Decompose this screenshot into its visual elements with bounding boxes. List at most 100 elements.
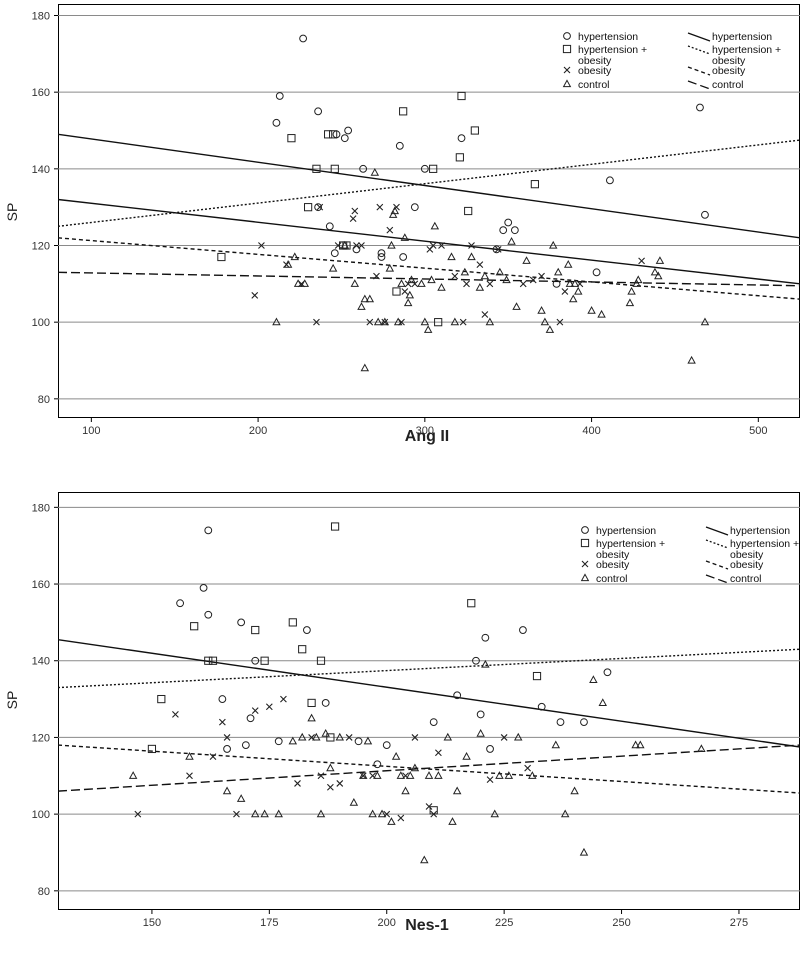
triangle-point <box>563 260 573 268</box>
legend-label-line: hypertension + <box>730 538 799 550</box>
square-point <box>287 134 296 143</box>
x-point <box>638 257 645 265</box>
triangle-point <box>405 771 415 779</box>
triangle-point <box>443 732 453 741</box>
x-axis-title-ang-ii: Ang II <box>404 428 450 445</box>
circle-point <box>410 203 419 212</box>
x-point <box>538 272 545 280</box>
y-tick-label: 160 <box>32 87 50 99</box>
square-point <box>251 625 260 635</box>
square-point <box>329 130 338 139</box>
triangle-point <box>393 317 403 326</box>
fit-line-hypertension-obesity <box>58 648 800 689</box>
triangle-point <box>528 771 537 779</box>
x-point <box>561 288 569 295</box>
fit-line-all <box>58 198 800 285</box>
x-tick-label: 200 <box>378 917 396 929</box>
triangle-point <box>430 221 440 230</box>
legend-marker-x <box>563 66 571 74</box>
circle-point <box>204 526 213 535</box>
triangle-point <box>260 809 269 818</box>
chart-2: 80 100 120 140 160 180 150 175 200 225 250 275 hyper… <box>32 502 800 929</box>
circle-point <box>344 126 353 135</box>
x-tick-label: 300 <box>416 425 434 437</box>
triangle-point <box>545 325 555 333</box>
fit-line-hypertension <box>58 638 800 748</box>
legend-marker-label: control <box>596 573 628 585</box>
legend-label-line: obesity <box>730 549 764 561</box>
x-tick-label: 400 <box>582 425 600 437</box>
legend-line-short-dash <box>705 560 729 570</box>
x-point <box>524 764 532 772</box>
x-point <box>381 318 389 326</box>
triangle-point <box>507 237 516 245</box>
triangle-point <box>495 771 504 779</box>
circle-point <box>453 691 462 700</box>
circle-point <box>492 245 501 254</box>
circle-point <box>340 134 349 143</box>
circle-point <box>399 253 408 261</box>
square-point <box>326 733 335 742</box>
triangle-point <box>490 809 499 818</box>
circle-point <box>486 745 494 753</box>
circle-point <box>204 610 213 619</box>
circle-point <box>696 103 704 112</box>
x-point <box>233 810 240 818</box>
legend-line-short-dash <box>687 66 711 76</box>
triangle-point <box>570 786 579 795</box>
triangle-point <box>700 317 710 326</box>
triangle-point <box>598 698 608 707</box>
triangle-point <box>387 240 396 249</box>
x-point <box>529 276 537 284</box>
chart-1: 80 100 120 140 160 180 100 200 300 400 500 hyperten… <box>32 11 800 437</box>
x-point <box>376 203 384 211</box>
x-point <box>430 810 438 818</box>
legend-line-long-dash <box>705 574 729 584</box>
triangle-point <box>636 740 645 749</box>
triangle-point <box>632 279 641 287</box>
x-point <box>435 749 442 757</box>
x-point <box>134 810 142 818</box>
square-point <box>147 744 157 754</box>
legend-line-long-dash <box>687 80 711 90</box>
triangle-point <box>480 271 490 280</box>
square-point <box>457 91 466 101</box>
y-tick-label: 160 <box>32 579 50 591</box>
triangle-point <box>316 809 326 818</box>
circle-point <box>580 718 588 726</box>
triangle-point <box>236 794 246 802</box>
legend-line-label: hypertension <box>712 31 772 43</box>
legend-label-line: obesity <box>578 55 612 67</box>
square-point <box>324 130 333 139</box>
legend-marker-circle <box>581 526 589 534</box>
triangle-point <box>570 279 580 287</box>
square-point <box>467 599 476 608</box>
y-tick-label: 80 <box>38 394 50 406</box>
triangle-point <box>283 260 293 268</box>
y-tick-label: 120 <box>32 732 50 744</box>
triangle-point <box>391 751 401 760</box>
x-tick-label: 250 <box>612 917 630 929</box>
square-point <box>260 656 269 665</box>
x-point <box>326 783 334 791</box>
circle-point <box>606 176 614 185</box>
triangle-point <box>377 809 387 818</box>
circle-point <box>373 760 382 769</box>
x-point <box>186 772 193 780</box>
x-point <box>486 776 494 784</box>
triangle-point <box>307 713 316 722</box>
legend-line-label: hypertension + obesity <box>730 538 799 561</box>
x-point <box>280 695 287 703</box>
fit-line-control <box>58 271 800 287</box>
triangle-point <box>504 771 514 779</box>
markers <box>128 522 706 864</box>
triangle-point <box>697 744 706 753</box>
triangle-point <box>634 275 643 284</box>
circle-point <box>457 134 466 143</box>
triangle-point <box>650 267 660 276</box>
legend-marker-square <box>580 538 590 548</box>
circle-point <box>537 702 546 711</box>
x-point <box>494 245 502 253</box>
x-point <box>425 803 433 810</box>
triangle-point <box>437 283 446 291</box>
